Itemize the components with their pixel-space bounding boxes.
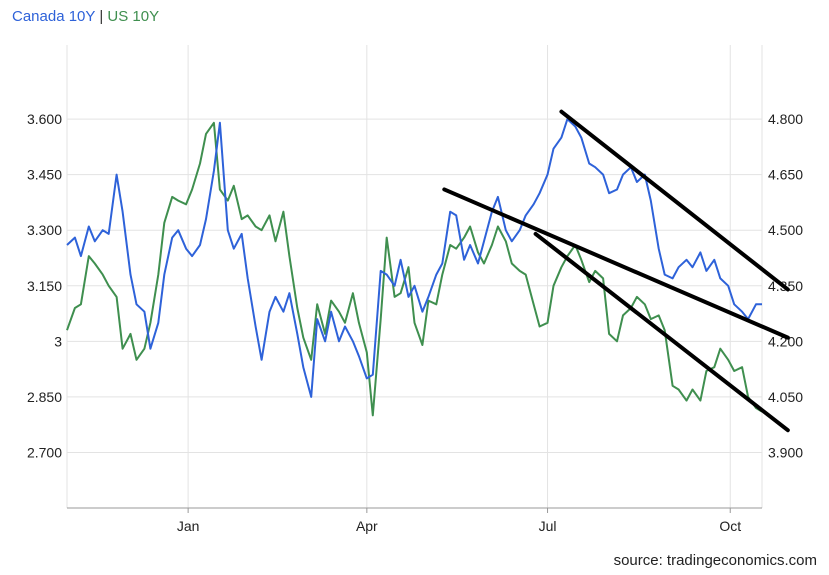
us-10y-line bbox=[66, 121, 763, 417]
trendline bbox=[533, 231, 790, 433]
trendline bbox=[559, 109, 790, 292]
left-tick-label: 2.850 bbox=[27, 389, 62, 405]
trendline bbox=[442, 187, 790, 340]
right-tick-label: 4.800 bbox=[768, 111, 803, 127]
x-tick-label: Apr bbox=[356, 518, 378, 534]
right-tick-label: 4.500 bbox=[768, 222, 803, 238]
x-tick-label: Jan bbox=[177, 518, 200, 534]
x-tick-label: Oct bbox=[719, 518, 741, 534]
right-tick-label: 4.050 bbox=[768, 389, 803, 405]
x-tick-label: Jul bbox=[539, 518, 557, 534]
source-credit: source: tradingeconomics.com bbox=[613, 552, 817, 569]
left-tick-label: 3.450 bbox=[27, 167, 62, 183]
legend-us-10y: US 10Y bbox=[107, 8, 160, 25]
right-tick-label: 4.650 bbox=[768, 167, 803, 183]
legend-separator: | bbox=[99, 8, 104, 25]
left-tick-label: 3 bbox=[54, 333, 62, 349]
legend-canada-10y: Canada 10Y bbox=[12, 8, 96, 25]
left-tick-label: 2.700 bbox=[27, 444, 62, 460]
left-tick-label: 3.150 bbox=[27, 278, 62, 294]
left-tick-label: 3.600 bbox=[27, 111, 62, 127]
right-tick-label: 4.200 bbox=[768, 333, 803, 349]
chart-legend: Canada 10Y | US 10Y bbox=[12, 8, 159, 25]
right-tick-label: 3.900 bbox=[768, 444, 803, 460]
left-tick-label: 3.300 bbox=[27, 222, 62, 238]
canada-10y-line bbox=[66, 118, 762, 398]
